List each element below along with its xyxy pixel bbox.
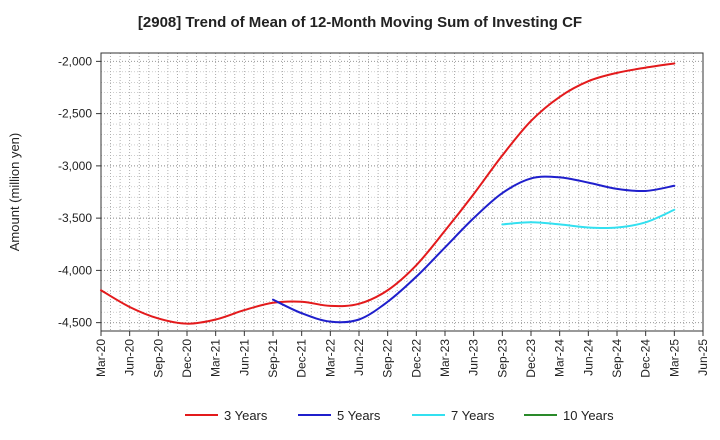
x-tick-label: Mar-24: [553, 339, 567, 377]
x-tick-label: Jun-23: [467, 339, 481, 376]
plot-frame: [100, 52, 704, 332]
y-tick-label: -3,500: [58, 211, 92, 225]
x-tick-label: Dec-21: [295, 339, 309, 378]
series-line-5-years: [272, 175, 676, 324]
x-tick-label: Sep-24: [610, 339, 624, 378]
legend-label-10-years: 10 Years: [563, 408, 614, 423]
legend-label-3-years: 3 Years: [224, 408, 268, 423]
x-tick-label: Mar-23: [438, 339, 452, 377]
x-tick-label: Jun-21: [237, 339, 251, 376]
x-tick-label: Mar-25: [667, 339, 681, 377]
x-tick-label: Jun-24: [581, 339, 595, 376]
y-tick-label: -3,000: [58, 159, 92, 173]
x-tick-label: Jun-22: [352, 339, 366, 376]
x-tick-label: Sep-20: [151, 339, 165, 378]
chart-title: [2908] Trend of Mean of 12-Month Moving …: [137, 14, 583, 31]
x-tick-label: Sep-21: [266, 339, 280, 378]
x-tick-label: Dec-23: [524, 339, 538, 378]
y-tick-label: -2,500: [58, 107, 92, 121]
x-tick-label: Mar-21: [209, 339, 223, 377]
y-tick-label: -2,000: [58, 54, 92, 68]
legend-label-5-years: 5 Years: [337, 408, 381, 423]
x-tick-label: Sep-23: [495, 339, 509, 378]
x-tick-label: Dec-22: [409, 339, 423, 378]
y-axis-label: Amount (million yen): [7, 133, 22, 252]
x-tick-label: Jun-20: [123, 339, 137, 376]
y-tick-label: -4,500: [58, 316, 92, 330]
series-line-7-years: [501, 208, 676, 230]
x-tick-label: Jun-25: [696, 339, 710, 376]
x-tick-label: Mar-22: [323, 339, 337, 377]
x-tick-label: Dec-24: [639, 339, 653, 378]
plot-area: [101, 53, 703, 331]
x-tick-label: Mar-20: [94, 339, 108, 377]
legend-label-7-years: 7 Years: [451, 408, 495, 423]
x-tick-label: Dec-20: [180, 339, 194, 378]
x-tick-label: Sep-22: [381, 339, 395, 378]
series-line-3-years: [100, 62, 676, 325]
y-tick-label: -4,000: [58, 263, 92, 277]
